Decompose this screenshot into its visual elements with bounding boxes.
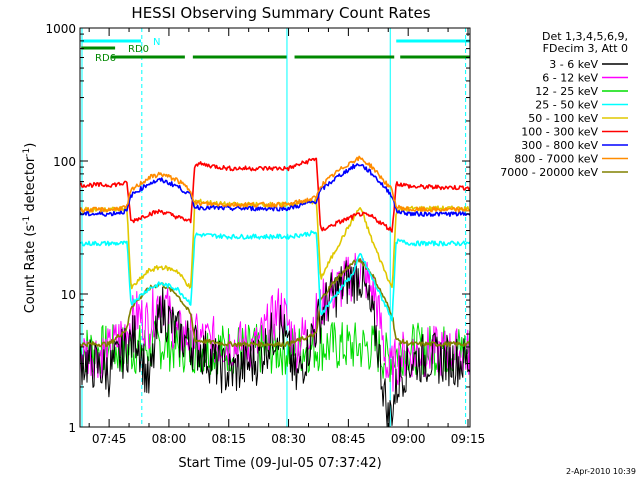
legend-label-800-7000-kev: 800 - 7000 keV bbox=[514, 153, 598, 166]
x-tick-label: 08:45 bbox=[331, 432, 366, 446]
y-axis: 1 10 100 1000 bbox=[45, 22, 470, 435]
segment-label-rd0: RD0 bbox=[128, 44, 149, 55]
series-line-3-6-kev bbox=[80, 259, 470, 427]
series-layer bbox=[80, 155, 470, 427]
series-line-25-50-kev bbox=[80, 230, 470, 322]
segment-label-rd6: RD6 bbox=[95, 53, 116, 64]
series-line-300-800-kev bbox=[80, 163, 470, 217]
legend-label-50-100-kev: 50 - 100 keV bbox=[528, 112, 598, 125]
x-tick-label: 08:15 bbox=[211, 432, 246, 446]
series-line-800-7000-kev bbox=[80, 155, 470, 213]
legend-label-300-800-kev: 300 - 800 keV bbox=[521, 139, 598, 152]
chart-title: HESSI Observing Summary Count Rates bbox=[131, 4, 430, 22]
plot-frame bbox=[79, 27, 471, 428]
x-tick-label: 08:00 bbox=[152, 432, 187, 446]
y-tick-label: 1000 bbox=[45, 22, 76, 36]
legend-label-3-6-kev: 3 - 6 keV bbox=[549, 58, 598, 71]
legend-header-line-1: Det 1,3,4,5,6,9, bbox=[542, 30, 628, 43]
y-axis-label: Count Rate (s-1 detector-1) bbox=[22, 143, 38, 314]
y-tick-label: 100 bbox=[53, 155, 76, 169]
legend-label-100-300-kev: 100 - 300 keV bbox=[521, 126, 598, 139]
legend: Det 1,3,4,5,6,9, FDecim 3, Att 0 3 - 6 k… bbox=[500, 30, 628, 179]
x-tick-label: 08:30 bbox=[271, 432, 306, 446]
y-tick-label: 1 bbox=[68, 421, 76, 435]
series-line-100-300-kev bbox=[80, 157, 470, 233]
x-tick-label: 07:45 bbox=[92, 432, 127, 446]
x-tick-label: 09:00 bbox=[391, 432, 426, 446]
x-axis: 07:45 08:00 08:15 08:30 08:45 09:00 09:15 bbox=[88, 28, 486, 446]
legend-label-6-12-kev: 6 - 12 keV bbox=[542, 72, 598, 85]
footer-date: 2-Apr-2010 10:39 bbox=[566, 467, 636, 476]
x-tick-label: 09:15 bbox=[451, 432, 486, 446]
legend-label-25-50-kev: 25 - 50 keV bbox=[535, 99, 598, 112]
legend-label-7000-20000-kev: 7000 - 20000 keV bbox=[500, 166, 598, 179]
segment-label-n: N bbox=[153, 37, 160, 48]
legend-header-line-2: FDecim 3, Att 0 bbox=[543, 42, 628, 55]
legend-label-12-25-kev: 12 - 25 keV bbox=[535, 85, 598, 98]
mode-segments: N RD0 RD6 bbox=[81, 37, 470, 64]
x-axis-label: Start Time (09-Jul-05 07:37:42) bbox=[178, 456, 381, 471]
series-line-6-12-kev bbox=[80, 252, 470, 392]
y-tick-label: 10 bbox=[61, 288, 76, 302]
